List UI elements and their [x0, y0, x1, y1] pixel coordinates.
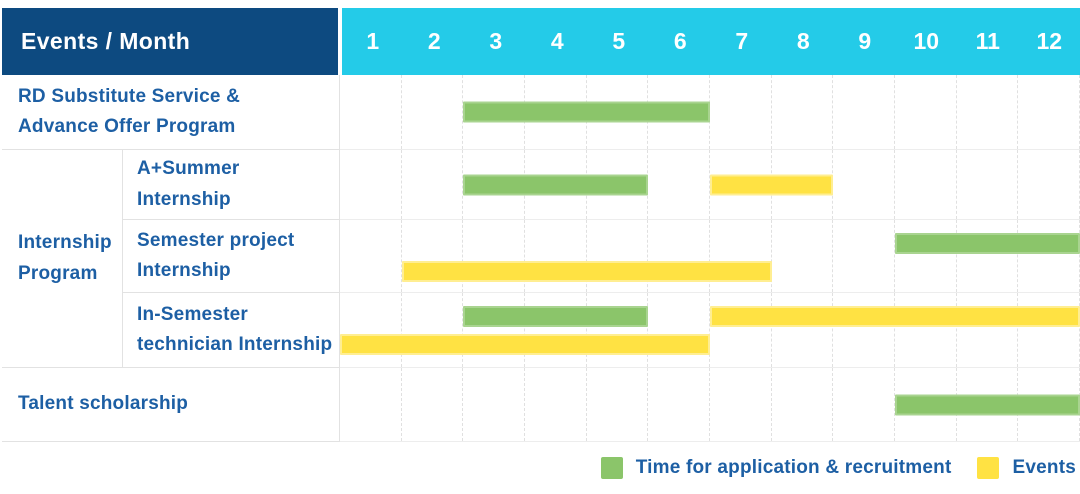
month-grid-cell [895, 75, 957, 149]
month-header-cell: 1 [366, 28, 380, 54]
chart-row [340, 220, 1080, 293]
month-grid-cell [710, 293, 772, 367]
month-grid-cell [895, 150, 957, 219]
month-grid-cell [772, 293, 834, 367]
month-grid-cell [957, 150, 1019, 219]
month-header-cell: 2 [427, 28, 441, 54]
month-grid-cell [833, 220, 896, 292]
month-grid-cell [402, 220, 464, 292]
legend: Time for application & recruitment Events [600, 455, 1076, 481]
row-label-text: A+Summer Internship [137, 158, 240, 210]
month-grid-cell [340, 220, 402, 292]
events-month-header: Events / Month [2, 8, 338, 75]
application-bar [463, 174, 649, 195]
month-grid-cell [895, 293, 957, 367]
month-grid-cell [833, 293, 896, 367]
row-label: A+Summer Internship [123, 150, 340, 220]
month-grid-cell [587, 293, 649, 367]
event-bar [340, 334, 710, 355]
row-label: RD Substitute Service & Advance Offer Pr… [2, 75, 340, 150]
legend-item-application: Time for application & recruitment [600, 457, 952, 479]
month-grid-cell [772, 368, 834, 441]
month-grid-cell [648, 293, 711, 367]
month-grid-cell [957, 220, 1019, 292]
row-group-label-internship-program: Internship Program [2, 150, 123, 368]
events-month-header-label: Events / Month [21, 28, 191, 54]
row-label: In-Semester technician Internship [123, 293, 340, 368]
month-grid-cell [710, 75, 772, 149]
row-label-text: RD Substitute Service & Advance Offer Pr… [18, 85, 241, 137]
month-grid-cell [340, 150, 402, 219]
month-header-cell: 3 [489, 28, 503, 54]
month-grid-cell [340, 368, 402, 441]
application-bar [463, 306, 649, 327]
month-header-cell: 9 [858, 28, 872, 54]
event-bar [401, 261, 772, 282]
row-label: Talent scholarship [2, 368, 340, 442]
month-grid-cell [463, 368, 526, 441]
month-grid-cell [833, 150, 896, 219]
row-label-text: In-Semester technician Internship [137, 303, 333, 355]
month-grid-cell [463, 220, 526, 292]
months-header-row: 1 2 3 4 5 6 7 8 9 10 11 12 [342, 8, 1080, 75]
month-grid-cell [402, 75, 464, 149]
month-grid-cell [340, 293, 402, 367]
month-grid-cell [587, 368, 649, 441]
month-header-cell: 10 [913, 28, 940, 54]
month-header-cell: 5 [612, 28, 626, 54]
month-grid-cell [525, 220, 587, 292]
chart-row [340, 150, 1080, 220]
chart-row [340, 368, 1080, 442]
month-grid-cell [648, 368, 711, 441]
application-bar [895, 394, 1080, 415]
month-grid-cell [1018, 150, 1080, 219]
month-grid-cell [463, 293, 526, 367]
row-label-text: Semester project Internship [137, 229, 295, 281]
month-grid-cell [833, 75, 896, 149]
month-header-cell: 11 [975, 28, 1000, 54]
event-bar [710, 306, 1080, 327]
legend-item-event: Events [977, 457, 1076, 479]
month-grid-cell [525, 368, 587, 441]
month-header-cell: 12 [1036, 28, 1063, 54]
month-grid-cell [772, 220, 834, 292]
legend-label: Events [1012, 457, 1076, 478]
event-swatch [977, 457, 1000, 479]
application-bar [895, 233, 1080, 254]
month-header-cell: 4 [550, 28, 564, 54]
month-grid-cell [710, 220, 772, 292]
group-label-text: Internship Program [18, 232, 112, 284]
month-header-cell: 8 [796, 28, 810, 54]
chart-row [340, 293, 1080, 368]
month-grid-cell [1018, 293, 1080, 367]
month-grid-cell [525, 293, 587, 367]
legend-label: Time for application & recruitment [635, 457, 952, 478]
month-grid-cell [957, 293, 1019, 367]
month-grid-cell [402, 293, 464, 367]
month-grid-cell [648, 150, 711, 219]
month-grid-cell [648, 220, 711, 292]
row-label-text: Talent scholarship [18, 393, 189, 415]
row-label: Semester project Internship [123, 220, 340, 293]
month-grid-cell [957, 75, 1019, 149]
month-grid-cell [1018, 220, 1080, 292]
month-grid-cell [402, 150, 464, 219]
event-bar [710, 174, 834, 195]
month-grid-cell [895, 220, 957, 292]
application-bar [463, 101, 710, 123]
month-grid-cell [1018, 75, 1080, 149]
application-swatch [600, 457, 623, 479]
month-grid-cell [402, 368, 464, 441]
month-header-cell: 7 [735, 28, 749, 54]
month-grid-cell [772, 75, 834, 149]
month-header-cell: 6 [673, 28, 687, 54]
month-grid-cell [340, 75, 402, 149]
month-grid-cell [833, 368, 896, 441]
month-grid-cell [710, 368, 772, 441]
month-grid-cell [587, 220, 649, 292]
chart-row [340, 75, 1080, 150]
